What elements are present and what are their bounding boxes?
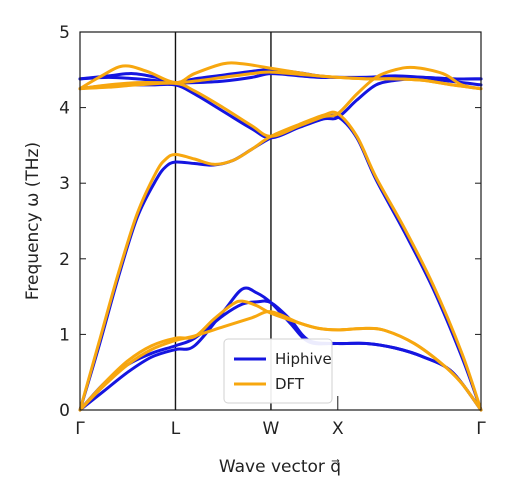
x-tick-label: Γ [476, 419, 486, 439]
plot-frame [79, 31, 482, 411]
legend: Hiphive DFT [223, 338, 333, 404]
y-tick-label: 4 [59, 99, 70, 119]
y-tick-label: 3 [59, 174, 70, 194]
x-tick-label: Γ [75, 419, 85, 439]
hiphive-band-6 [78, 72, 483, 85]
band-lines [78, 61, 483, 412]
x-axis-title: Wave vector q⃗ [219, 457, 341, 477]
legend-label-hiphive: Hiphive [275, 350, 332, 368]
y-axis-ticks: 0 1 2 3 4 5 [59, 23, 481, 421]
legend-box [223, 338, 333, 404]
y-tick-label: 2 [59, 250, 70, 270]
x-tick-label: W [263, 419, 280, 439]
dft-band-2 [78, 310, 483, 412]
dft-band-3 [78, 110, 483, 412]
x-tick-label: L [171, 419, 181, 439]
hiphive-band-2 [78, 299, 483, 412]
y-axis-title: Frequency ω (THz) [23, 142, 43, 300]
y-tick-label: 0 [59, 401, 70, 421]
y-tick-label: 5 [59, 23, 70, 43]
legend-label-dft: DFT [275, 375, 305, 393]
x-tick-label: X [332, 419, 344, 439]
dft-band-6 [78, 70, 483, 91]
y-tick-label: 1 [59, 325, 70, 345]
